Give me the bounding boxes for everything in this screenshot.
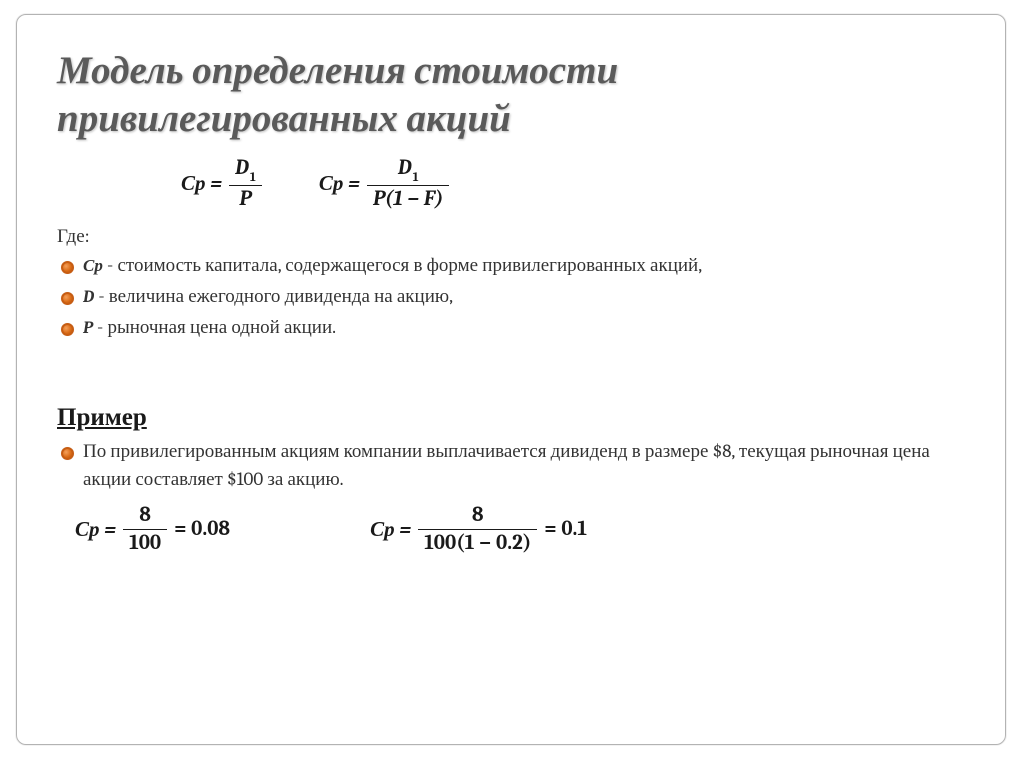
fraction-bar [229, 185, 262, 186]
fraction-numerator: D1 [229, 156, 262, 184]
slide-frame: Модель определения стоимости привилегиро… [16, 14, 1006, 745]
list-item: P - рыночная цена одной акции. [57, 314, 965, 342]
formula-row-top: Ср = D1 P Ср = D1 P(1 − F) [181, 156, 965, 211]
formula-cp-basic: Ср = D1 P [181, 156, 265, 211]
slide: Модель определения стоимости привилегиро… [0, 0, 1024, 767]
fraction-numerator: 8 [133, 503, 157, 527]
formula-lhs: Ср = [75, 517, 116, 542]
var-cp: Ср [83, 257, 103, 276]
fraction: D1 P(1 − F) [367, 156, 449, 211]
var-d: D [83, 288, 94, 307]
formula-cp-flotation: Ср = D1 P(1 − F) [319, 156, 453, 211]
example-text: По привилегированным акциям компании вып… [83, 440, 930, 490]
var-p: P [83, 319, 93, 338]
formula-lhs: Ср = [370, 517, 411, 542]
list-item: По привилегированным акциям компании вып… [57, 438, 965, 493]
fraction-denominator: 100(1 − 0.2) [418, 531, 537, 555]
fraction: 8 100(1 − 0.2) [418, 503, 537, 554]
fraction-denominator: P [233, 187, 257, 211]
list-item: D - величина ежегодного дивиденда на акц… [57, 283, 965, 311]
fraction-numerator: 8 [466, 503, 490, 527]
fraction: 8 100 [123, 503, 167, 554]
fraction-numerator: D1 [392, 156, 425, 184]
fraction-denominator: 100 [123, 531, 167, 555]
fraction-bar [418, 529, 537, 530]
fraction: D1 P [229, 156, 262, 211]
definition-text: - стоимость капитала, содержащегося в фо… [103, 254, 702, 276]
where-label: Где: [57, 225, 965, 248]
slide-title: Модель определения стоимости привилегиро… [57, 47, 965, 142]
example-list: По привилегированным акциям компании вып… [57, 438, 965, 493]
formula-lhs: Ср = [319, 171, 360, 196]
fraction-bar [367, 185, 449, 186]
definition-text: - величина ежегодного дивиденда на акцию… [94, 285, 453, 307]
formula-lhs: Ср = [181, 171, 222, 196]
definitions-list: Ср - стоимость капитала, содержащегося в… [57, 252, 965, 341]
formula-result: = 0.1 [544, 517, 587, 541]
example-heading: Пример [57, 403, 965, 432]
definition-text: - рыночная цена одной акции. [93, 316, 336, 338]
example-formula-flotation: Ср = 8 100(1 − 0.2) = 0.1 [370, 503, 587, 554]
fraction-denominator: P(1 − F) [367, 187, 449, 211]
fraction-bar [123, 529, 167, 530]
list-item: Ср - стоимость капитала, содержащегося в… [57, 252, 965, 280]
example-formula-basic: Ср = 8 100 = 0.08 [75, 503, 230, 554]
formula-result: = 0.08 [174, 517, 230, 541]
formula-row-example: Ср = 8 100 = 0.08 Ср = 8 100(1 − 0.2) [75, 503, 965, 554]
